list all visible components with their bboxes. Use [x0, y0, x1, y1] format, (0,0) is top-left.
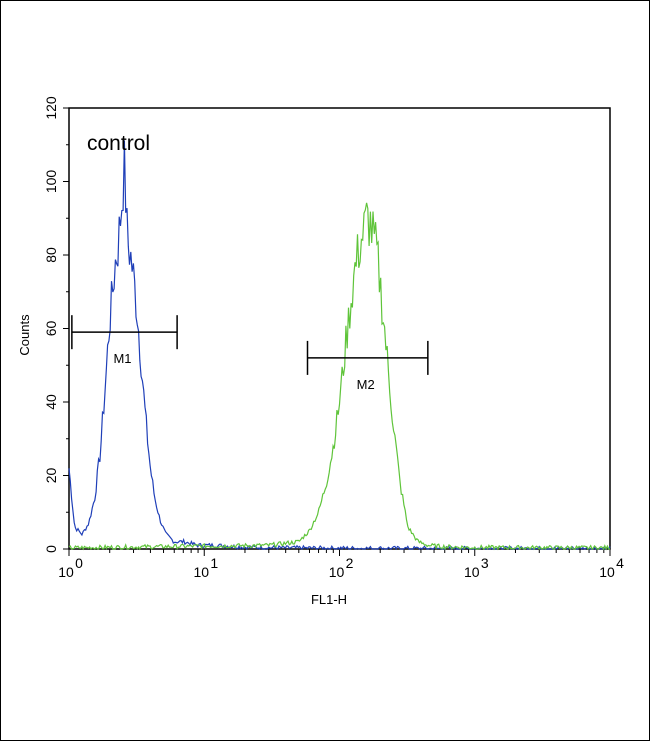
plot-area	[68, 107, 611, 550]
y-tick-label: 80	[43, 247, 59, 263]
x-tick-label: 10	[464, 564, 480, 580]
y-tick-label: 40	[43, 394, 59, 410]
x-tick-exponent: 3	[481, 555, 489, 571]
control-series-line	[68, 140, 611, 551]
series-layer	[68, 140, 611, 551]
y-axis: 0 20 40 60 80 100 120	[43, 96, 69, 553]
x-tick-label: 10	[599, 564, 615, 580]
y-tick-label: 0	[43, 545, 59, 553]
x-tick-label: 10	[329, 564, 345, 580]
sample-series-line	[68, 202, 610, 551]
y-tick-label: 20	[43, 468, 59, 484]
x-tick-exponent: 1	[210, 555, 218, 571]
marker-m2-label: M2	[357, 377, 375, 392]
y-tick-label: 100	[43, 170, 59, 194]
x-tick-exponent: 2	[346, 555, 354, 571]
y-tick-label: 120	[43, 96, 59, 120]
y-axis-label: Counts	[17, 314, 32, 356]
marker-layer: M1 M2	[71, 315, 429, 392]
x-tick-exponent: 0	[75, 555, 83, 571]
y-tick-label: 60	[43, 321, 59, 337]
control-annotation: control	[87, 132, 150, 155]
x-axis-label: FL1-H	[311, 592, 347, 607]
x-tick-exponent: 4	[616, 555, 624, 571]
x-tick-label: 10	[58, 564, 74, 580]
x-tick-label: 10	[193, 564, 209, 580]
marker-m1-label: M1	[113, 351, 131, 366]
